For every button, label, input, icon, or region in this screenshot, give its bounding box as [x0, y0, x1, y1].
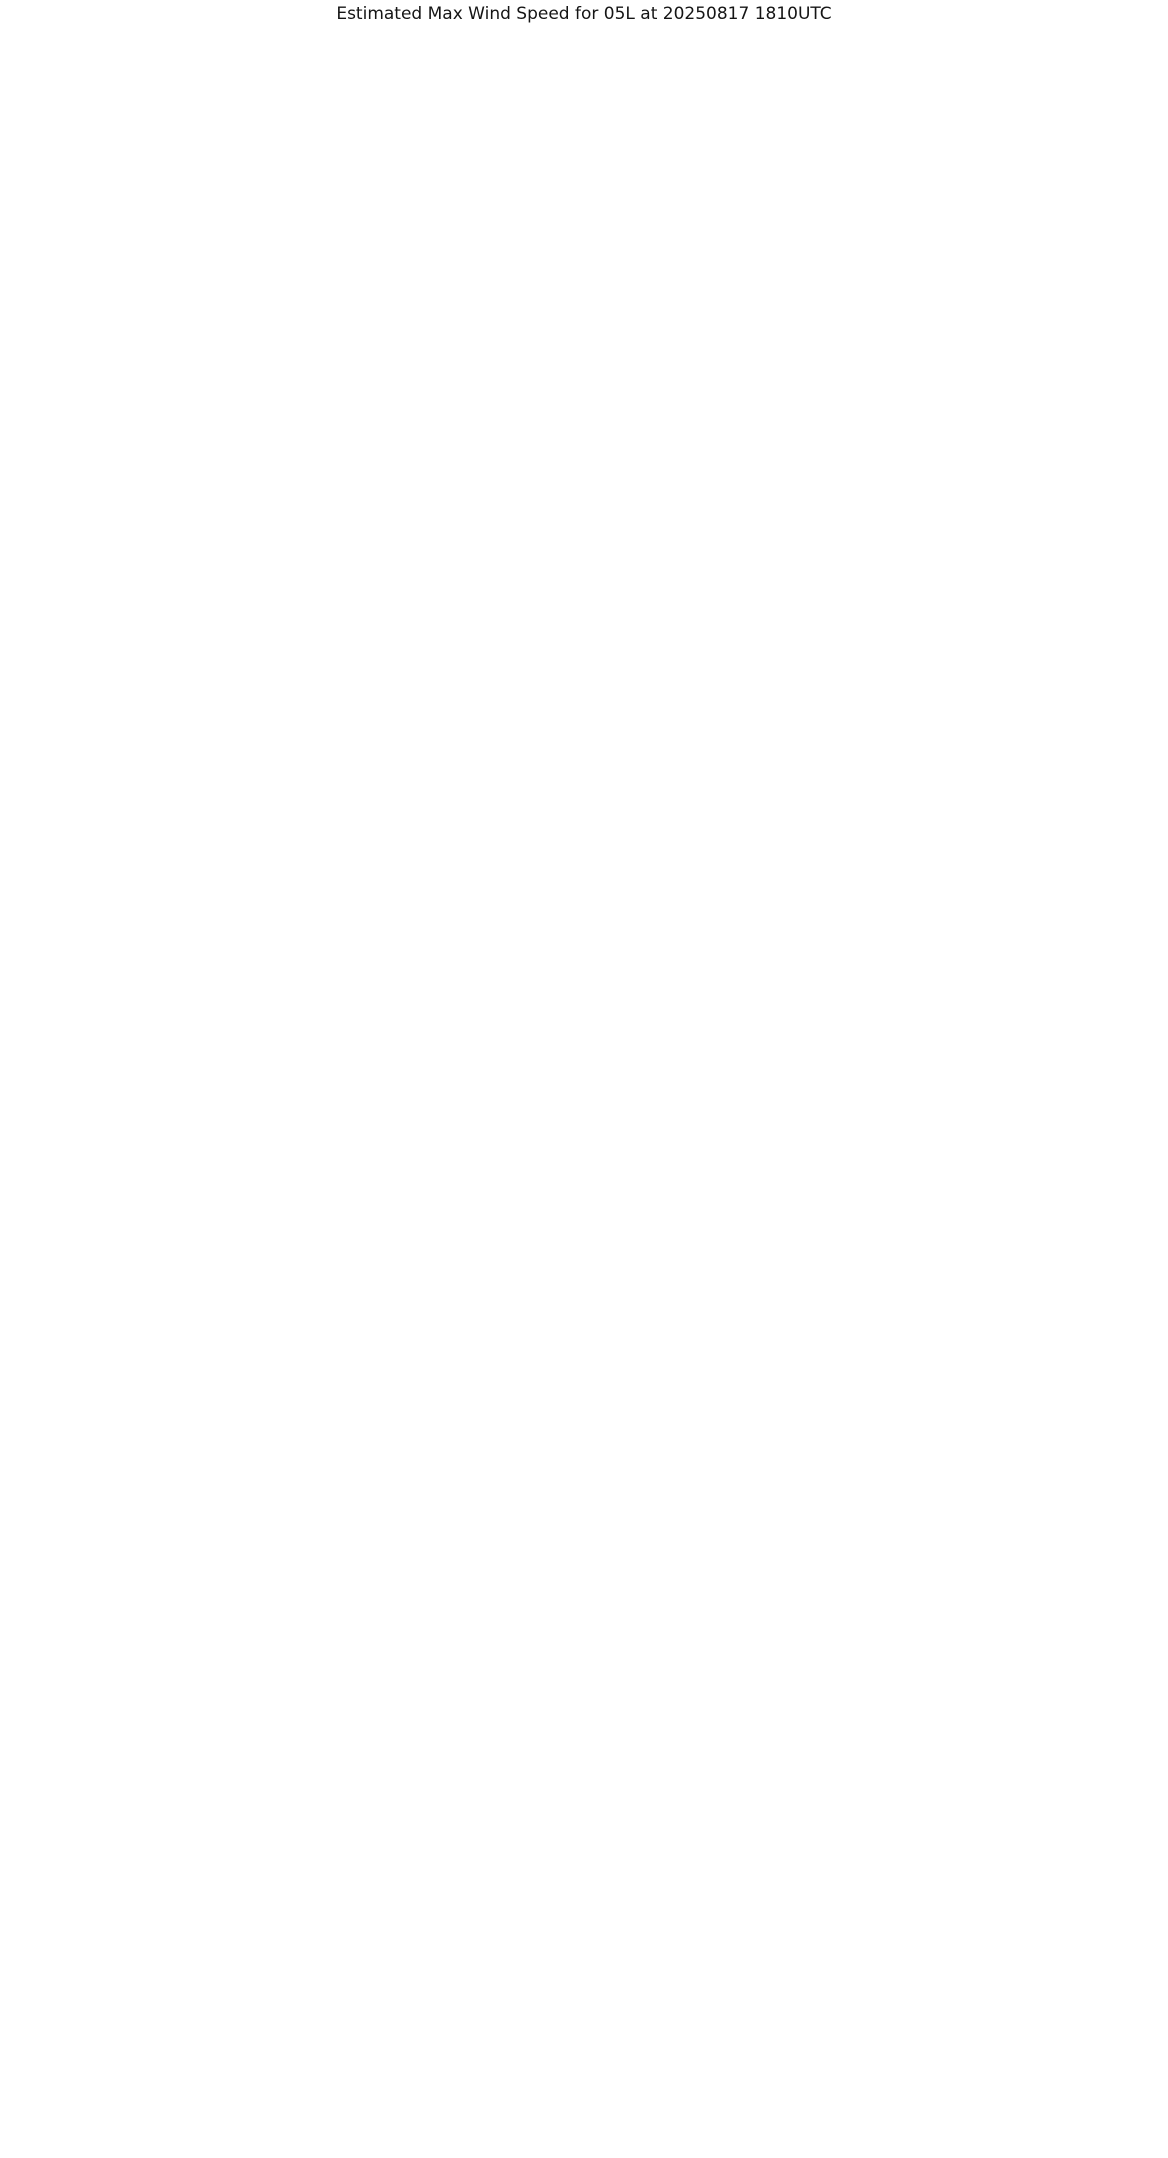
page-title: Estimated Max Wind Speed for 05L at 2025…	[336, 4, 832, 24]
